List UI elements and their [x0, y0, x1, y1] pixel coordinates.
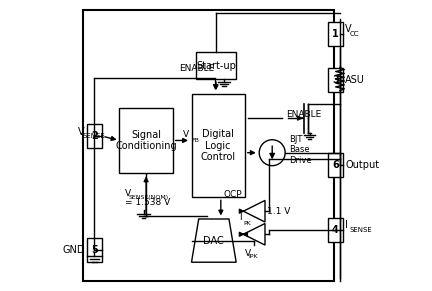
Bar: [191, 94, 245, 197]
Text: BJT
Base
Drive: BJT Base Drive: [289, 135, 312, 165]
Bar: [328, 22, 343, 46]
Text: V: V: [345, 24, 352, 34]
Text: IPK: IPK: [248, 253, 258, 258]
Text: SENSE(NOM): SENSE(NOM): [129, 195, 168, 200]
Bar: [119, 108, 173, 173]
Text: I: I: [345, 220, 348, 230]
Text: = 1.538 V: = 1.538 V: [125, 198, 170, 207]
Text: Digital
Logic
Control: Digital Logic Control: [200, 129, 236, 162]
Text: FB: FB: [191, 138, 199, 143]
Text: I: I: [239, 213, 242, 222]
Polygon shape: [191, 219, 236, 262]
Text: V: V: [78, 127, 84, 137]
Text: CC: CC: [350, 31, 359, 37]
Text: 4: 4: [332, 225, 339, 235]
Text: GND: GND: [62, 245, 85, 255]
Text: Start-up: Start-up: [196, 61, 236, 70]
Bar: [328, 153, 343, 177]
Text: ASU: ASU: [345, 75, 365, 85]
Text: V: V: [125, 189, 131, 198]
Polygon shape: [243, 223, 265, 245]
Bar: [83, 10, 334, 281]
Text: SENSE: SENSE: [350, 227, 372, 233]
Text: 3: 3: [332, 75, 339, 85]
Text: 6: 6: [332, 160, 339, 170]
Text: V: V: [183, 130, 189, 139]
Bar: [196, 52, 236, 79]
Text: Signal
Conditioning: Signal Conditioning: [115, 130, 177, 151]
Text: 5: 5: [91, 245, 98, 255]
Text: SENSE: SENSE: [82, 134, 105, 139]
Bar: [328, 68, 343, 92]
Text: Output: Output: [345, 160, 379, 170]
Text: ENABLE: ENABLE: [286, 110, 322, 119]
Text: PK: PK: [243, 221, 251, 226]
Bar: [87, 238, 102, 262]
Text: 2: 2: [91, 131, 98, 141]
Text: DAC: DAC: [203, 236, 224, 246]
Text: V: V: [245, 249, 251, 258]
Text: OCP: OCP: [223, 190, 242, 199]
Polygon shape: [243, 200, 265, 222]
Text: ENABLE: ENABLE: [179, 64, 214, 73]
Bar: [87, 124, 102, 148]
Bar: [328, 218, 343, 242]
Text: 1: 1: [332, 29, 339, 39]
Text: 1.1 V: 1.1 V: [267, 207, 291, 216]
